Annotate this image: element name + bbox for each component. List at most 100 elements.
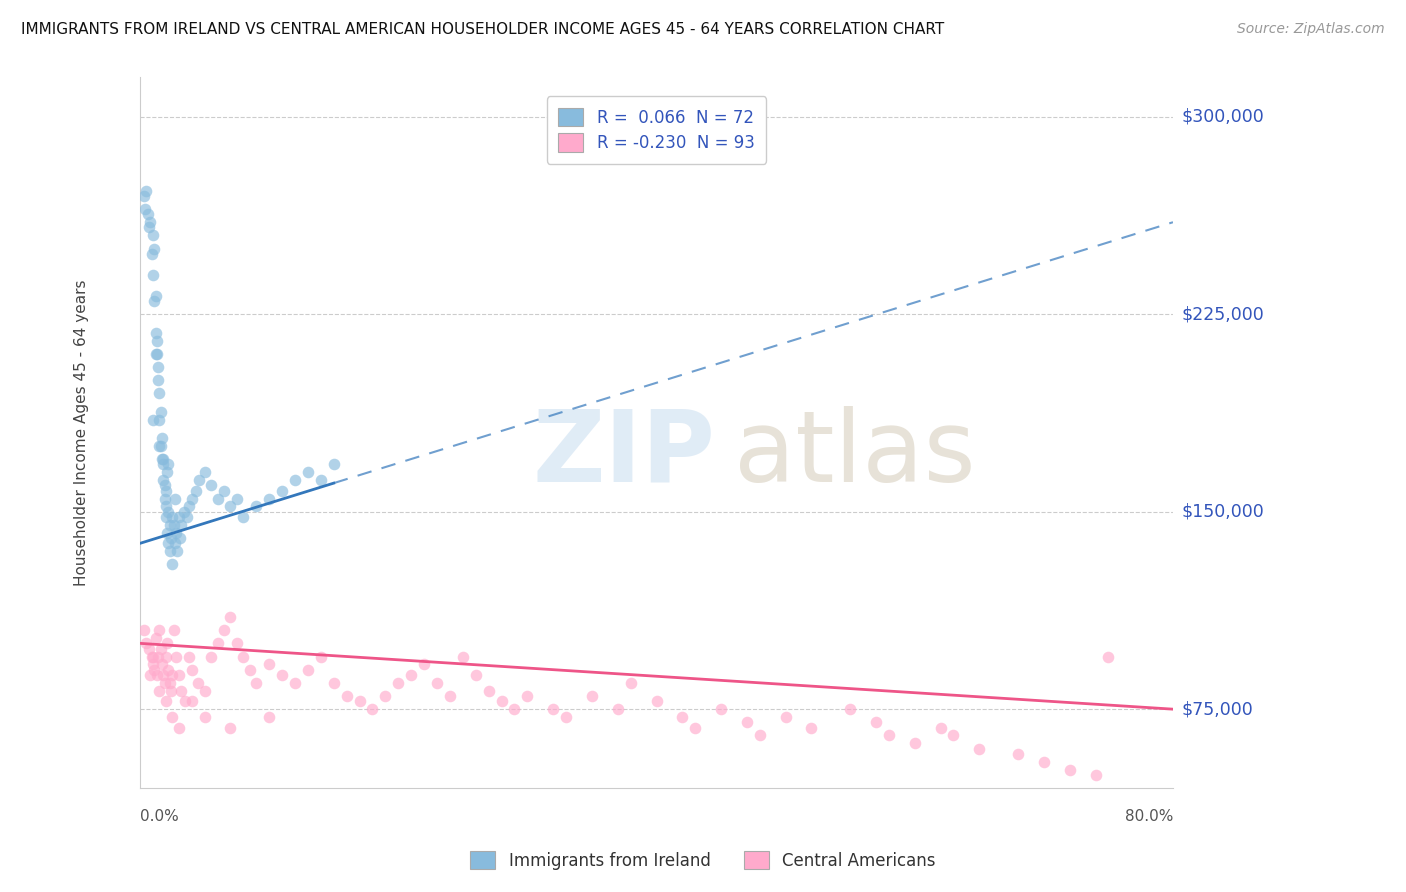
Point bbox=[1059, 763, 1081, 777]
Point bbox=[200, 649, 222, 664]
Point bbox=[309, 473, 332, 487]
Point bbox=[138, 220, 160, 235]
Point bbox=[135, 184, 157, 198]
Point bbox=[149, 641, 172, 656]
Point bbox=[163, 536, 186, 550]
Point bbox=[735, 715, 758, 730]
Point bbox=[157, 505, 180, 519]
Point bbox=[150, 431, 173, 445]
Legend: R =  0.066  N = 72, R = -0.230  N = 93: R = 0.066 N = 72, R = -0.230 N = 93 bbox=[547, 96, 766, 164]
Point bbox=[1084, 768, 1107, 782]
Point bbox=[904, 736, 927, 750]
Point bbox=[200, 478, 222, 492]
Point bbox=[865, 715, 887, 730]
Point bbox=[146, 347, 169, 361]
Point bbox=[194, 465, 217, 479]
Point bbox=[141, 649, 163, 664]
Point bbox=[152, 473, 174, 487]
Point bbox=[194, 710, 217, 724]
Point bbox=[162, 668, 184, 682]
Point bbox=[516, 689, 538, 703]
Point bbox=[245, 500, 267, 514]
Point bbox=[219, 500, 242, 514]
Point bbox=[155, 483, 177, 498]
Point bbox=[232, 510, 254, 524]
Point bbox=[142, 412, 165, 426]
Point bbox=[645, 694, 668, 708]
Text: Source: ZipAtlas.com: Source: ZipAtlas.com bbox=[1237, 22, 1385, 37]
Text: 0.0%: 0.0% bbox=[141, 809, 179, 824]
Point bbox=[142, 228, 165, 243]
Text: $225,000: $225,000 bbox=[1181, 305, 1264, 323]
Point bbox=[155, 510, 177, 524]
Point bbox=[225, 491, 247, 506]
Point bbox=[165, 649, 187, 664]
Point bbox=[157, 663, 180, 677]
Point bbox=[167, 721, 190, 735]
Point bbox=[349, 694, 371, 708]
Point bbox=[439, 689, 461, 703]
Point bbox=[174, 694, 197, 708]
Point bbox=[1032, 755, 1054, 769]
Point bbox=[145, 631, 167, 645]
Point bbox=[245, 676, 267, 690]
Point bbox=[167, 668, 190, 682]
Point bbox=[451, 649, 474, 664]
Point bbox=[159, 676, 181, 690]
Point bbox=[153, 478, 176, 492]
Point bbox=[145, 326, 167, 340]
Point bbox=[132, 189, 155, 203]
Point bbox=[212, 483, 235, 498]
Text: $300,000: $300,000 bbox=[1181, 108, 1264, 126]
Point bbox=[620, 676, 643, 690]
Point bbox=[839, 702, 862, 716]
Point bbox=[309, 649, 332, 664]
Point bbox=[581, 689, 603, 703]
Point bbox=[160, 683, 183, 698]
Text: $150,000: $150,000 bbox=[1181, 503, 1264, 521]
Point bbox=[143, 242, 166, 256]
Point bbox=[180, 491, 202, 506]
Point bbox=[142, 649, 165, 664]
Point bbox=[800, 721, 823, 735]
Point bbox=[257, 491, 280, 506]
Point bbox=[555, 710, 578, 724]
Point bbox=[173, 505, 195, 519]
Point bbox=[225, 636, 247, 650]
Point bbox=[150, 452, 173, 467]
Point bbox=[207, 636, 229, 650]
Point bbox=[187, 676, 209, 690]
Point bbox=[155, 649, 177, 664]
Point bbox=[257, 710, 280, 724]
Point bbox=[146, 359, 169, 374]
Point bbox=[284, 676, 307, 690]
Point bbox=[170, 683, 193, 698]
Point bbox=[157, 536, 180, 550]
Legend: Immigrants from Ireland, Central Americans: Immigrants from Ireland, Central America… bbox=[464, 845, 942, 877]
Point bbox=[177, 649, 200, 664]
Point bbox=[257, 657, 280, 672]
Point bbox=[160, 531, 183, 545]
Point bbox=[153, 676, 176, 690]
Point bbox=[969, 741, 991, 756]
Point bbox=[748, 729, 770, 743]
Point bbox=[148, 624, 170, 638]
Point bbox=[284, 473, 307, 487]
Point bbox=[180, 663, 202, 677]
Point bbox=[162, 558, 184, 572]
Text: Householder Income Ages 45 - 64 years: Householder Income Ages 45 - 64 years bbox=[75, 279, 90, 586]
Point bbox=[1097, 649, 1119, 664]
Point bbox=[141, 247, 163, 261]
Point bbox=[136, 207, 159, 221]
Point bbox=[165, 525, 187, 540]
Point bbox=[219, 721, 242, 735]
Point bbox=[297, 465, 319, 479]
Point bbox=[219, 610, 242, 624]
Point bbox=[374, 689, 396, 703]
Point bbox=[194, 683, 217, 698]
Point bbox=[775, 710, 797, 724]
Point bbox=[146, 649, 169, 664]
Point bbox=[146, 334, 169, 348]
Point bbox=[683, 721, 706, 735]
Point bbox=[361, 702, 384, 716]
